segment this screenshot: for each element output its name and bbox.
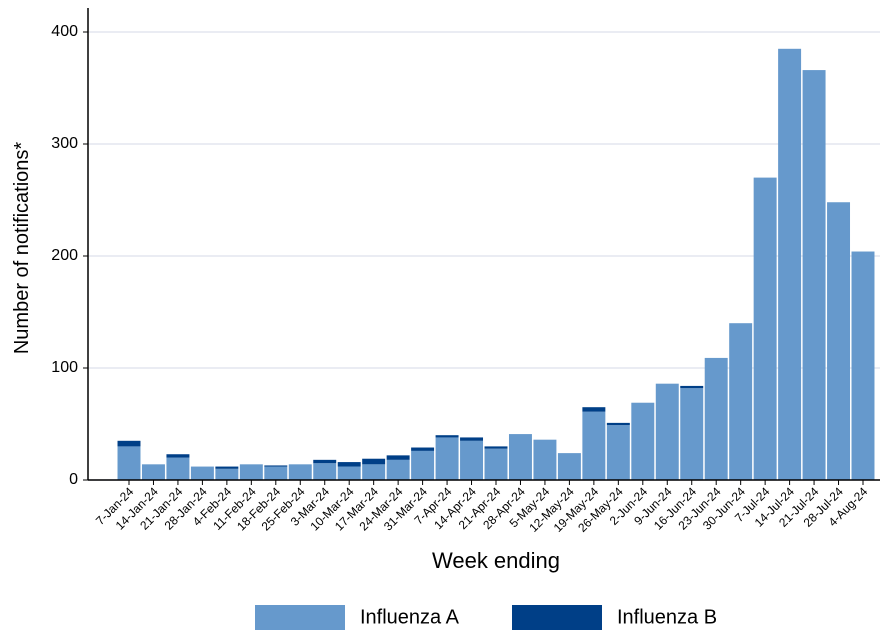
legend-swatch bbox=[512, 605, 602, 630]
bar-segment bbox=[508, 434, 532, 480]
bar-segment bbox=[533, 439, 557, 480]
bar-segment bbox=[166, 454, 190, 458]
bar-segment bbox=[827, 202, 851, 481]
bar-segment bbox=[680, 388, 704, 480]
y-tick-label: 100 bbox=[51, 359, 78, 376]
bar-segment bbox=[313, 459, 337, 464]
bar-segment bbox=[435, 437, 459, 480]
bar-segment bbox=[117, 446, 141, 480]
bar-segment bbox=[582, 411, 606, 480]
y-axis-label: Number of notifications* bbox=[11, 142, 33, 355]
legend-label: Influenza A bbox=[360, 606, 460, 628]
bar-segment bbox=[411, 450, 435, 480]
bar-segment bbox=[337, 462, 361, 467]
bar-segment bbox=[264, 466, 288, 480]
bar-segment bbox=[362, 458, 386, 465]
bar-segment bbox=[606, 422, 630, 426]
bar-segment bbox=[484, 446, 508, 449]
bar-segment bbox=[411, 447, 435, 451]
bar-segment bbox=[557, 453, 581, 480]
bar-segment bbox=[484, 448, 508, 480]
bar-segment bbox=[239, 464, 263, 480]
y-tick-label: 400 bbox=[51, 23, 78, 40]
bar-segment bbox=[582, 407, 606, 412]
bar-segment bbox=[166, 457, 190, 480]
bar-segment bbox=[606, 425, 630, 480]
y-tick-label: 300 bbox=[51, 135, 78, 152]
bar-segment bbox=[362, 464, 386, 480]
bar-segment bbox=[313, 463, 337, 480]
bar-segment bbox=[655, 383, 679, 480]
bar-segment bbox=[729, 323, 753, 480]
x-axis-label: Week ending bbox=[432, 548, 560, 573]
bar-segment bbox=[435, 435, 459, 438]
bar-segment bbox=[460, 437, 484, 441]
bar-segment bbox=[851, 251, 875, 480]
bar-segment bbox=[753, 177, 777, 480]
bar-segment bbox=[802, 70, 826, 480]
bar-segment bbox=[141, 464, 165, 480]
bar-segment bbox=[680, 385, 704, 389]
bar-segment bbox=[704, 357, 728, 480]
bar-segment bbox=[264, 465, 288, 467]
bar-segment bbox=[386, 459, 410, 480]
bar-segment bbox=[215, 466, 239, 469]
bar-segment bbox=[778, 48, 802, 481]
bar-segment bbox=[215, 468, 239, 480]
bar-segment bbox=[631, 402, 655, 480]
bar-segment bbox=[386, 455, 410, 460]
y-tick-label: 200 bbox=[51, 247, 78, 264]
bar-segment bbox=[190, 466, 214, 480]
bar-segment bbox=[117, 440, 141, 447]
bar-segment bbox=[337, 466, 361, 480]
bar-segment bbox=[288, 464, 312, 480]
legend-swatch bbox=[255, 605, 345, 630]
bar-segment bbox=[460, 440, 484, 480]
legend-label: Influenza B bbox=[617, 606, 717, 628]
y-tick-label: 0 bbox=[69, 471, 78, 488]
